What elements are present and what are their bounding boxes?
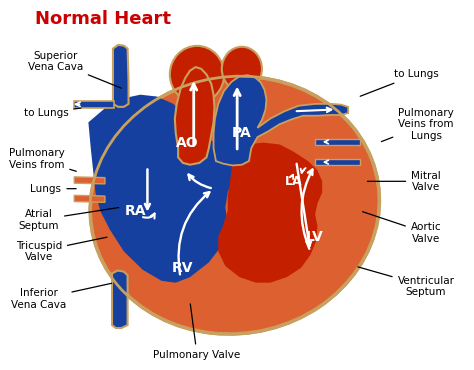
Text: Pulmonary
Veins from
Lungs: Pulmonary Veins from Lungs	[382, 108, 454, 142]
Text: LA: LA	[285, 175, 302, 188]
Polygon shape	[214, 75, 348, 165]
Polygon shape	[218, 142, 322, 283]
Text: Atrial
Septum: Atrial Septum	[18, 208, 118, 231]
Polygon shape	[88, 95, 251, 283]
Ellipse shape	[222, 47, 262, 91]
Text: to Lungs: to Lungs	[24, 108, 81, 118]
Text: Superior
Vena Cava: Superior Vena Cava	[27, 51, 121, 88]
Polygon shape	[74, 101, 114, 108]
Polygon shape	[112, 270, 128, 328]
Text: Pulmonary
Veins from: Pulmonary Veins from	[9, 148, 76, 171]
Text: LV: LV	[306, 230, 324, 243]
Text: PA: PA	[232, 127, 252, 140]
Ellipse shape	[170, 46, 224, 103]
Polygon shape	[123, 137, 228, 266]
Ellipse shape	[91, 77, 379, 334]
Text: Aortic
Valve: Aortic Valve	[363, 212, 441, 244]
Polygon shape	[74, 177, 105, 184]
Text: Mitral
Valve: Mitral Valve	[367, 171, 441, 192]
Polygon shape	[113, 45, 128, 107]
Polygon shape	[74, 195, 105, 202]
Polygon shape	[175, 67, 215, 165]
Text: Inferior
Vena Cava: Inferior Vena Cava	[11, 283, 112, 310]
Text: Tricuspid
Valve: Tricuspid Valve	[16, 237, 107, 262]
Text: RA: RA	[125, 204, 146, 218]
Text: Lungs: Lungs	[30, 184, 76, 194]
Polygon shape	[315, 139, 360, 145]
Text: Normal Heart: Normal Heart	[35, 10, 171, 28]
Text: AO: AO	[176, 136, 199, 149]
Text: Pulmonary Valve: Pulmonary Valve	[154, 304, 241, 360]
Polygon shape	[315, 159, 360, 165]
Text: RV: RV	[172, 261, 193, 275]
Text: Ventricular
Septum: Ventricular Septum	[358, 267, 455, 297]
Text: to Lungs: to Lungs	[360, 70, 439, 96]
